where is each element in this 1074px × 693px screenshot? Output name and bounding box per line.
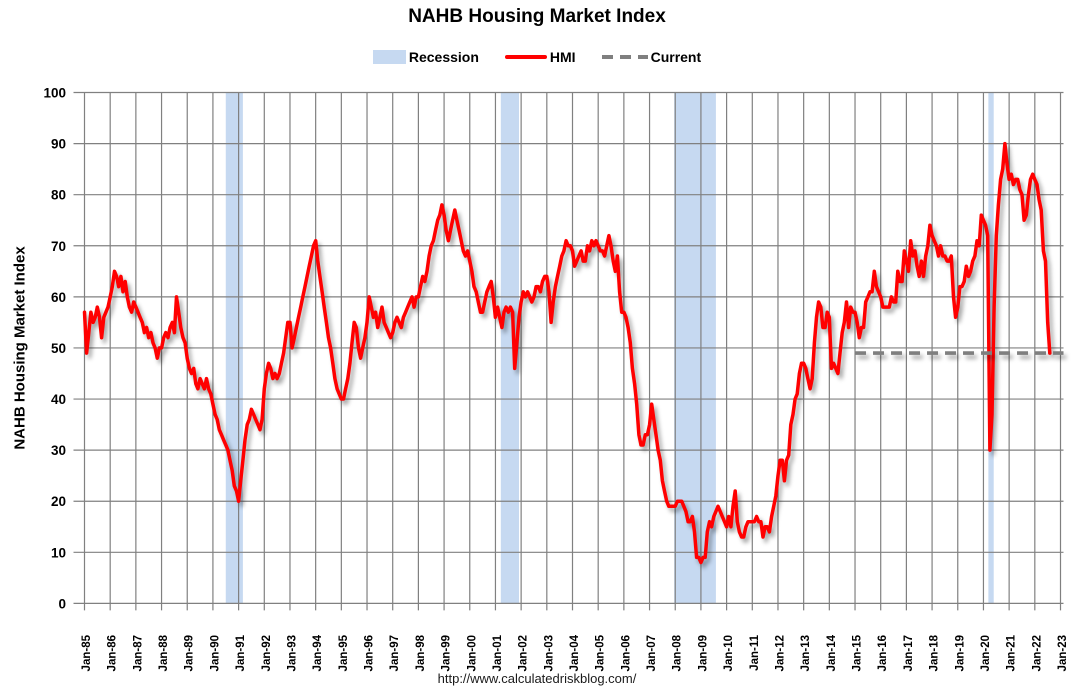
- x-tick-label: Jan-95: [338, 634, 350, 671]
- x-tick-label: Jan-92: [261, 635, 273, 671]
- legend-label-recession: Recession: [408, 49, 479, 65]
- x-tick-label: Jan-89: [184, 635, 196, 671]
- x-tick-label: Jan-09: [697, 635, 709, 671]
- legend: Recession HMI Current: [0, 49, 1074, 65]
- x-tick-label: Jan-01: [492, 634, 504, 671]
- x-tick-label: Jan-13: [800, 635, 812, 671]
- x-tick-label: Jan-18: [929, 634, 941, 671]
- y-tick-label: 20: [51, 494, 66, 509]
- y-tick-label: 70: [51, 239, 66, 254]
- x-tick-label: Jan-21: [1006, 634, 1018, 671]
- x-tick-label: Jan-17: [903, 635, 915, 671]
- recession-swatch: [372, 50, 406, 64]
- x-tick-label: Jan-10: [723, 635, 735, 671]
- x-tick-label: Jan-86: [107, 635, 119, 671]
- y-tick-label: 100: [43, 86, 66, 101]
- y-tick-label: 30: [51, 443, 66, 458]
- x-tick-label: Jan-91: [235, 634, 247, 671]
- chart-title: NAHB Housing Market Index: [408, 6, 666, 27]
- x-tick-label: Jan-12: [774, 635, 786, 671]
- y-tick-label: 60: [51, 290, 66, 305]
- y-tick-label: 10: [51, 545, 66, 560]
- x-tick-label: Jan-88: [158, 634, 170, 671]
- x-tick-label: Jan-02: [518, 635, 530, 671]
- x-tick-label: Jan-11: [749, 634, 761, 670]
- x-tick-label: Jan-16: [877, 635, 889, 671]
- x-tick-label: Jan-85: [81, 634, 93, 671]
- y-tick-label: 90: [51, 137, 66, 152]
- y-tick-label: 0: [58, 596, 66, 611]
- legend-item-recession: Recession: [372, 49, 479, 65]
- source-url: http://www.calculatedriskblog.com/: [437, 671, 637, 686]
- y-tick-label: 50: [51, 341, 66, 356]
- x-tick-label: Jan-97: [389, 635, 401, 671]
- x-tick-label: Jan-14: [826, 634, 838, 671]
- x-tick-label: Jan-23: [1057, 635, 1069, 671]
- x-tick-label: Jan-22: [1031, 635, 1043, 671]
- x-tick-label: Jan-98: [415, 634, 427, 671]
- x-tick-label: Jan-06: [620, 635, 632, 671]
- x-tick-label: Jan-94: [312, 634, 324, 671]
- legend-label-hmi: HMI: [549, 49, 576, 65]
- x-tick-label: Jan-93: [286, 635, 298, 671]
- legend-item-current: Current: [601, 49, 702, 65]
- x-tick-label: Jan-15: [852, 634, 864, 671]
- x-tick-label: Jan-03: [543, 635, 555, 671]
- y-tick-label: 40: [51, 392, 66, 407]
- legend-label-current: Current: [650, 49, 702, 65]
- x-tick-label: Jan-08: [672, 634, 684, 671]
- hmi-line: [82, 141, 1052, 565]
- x-tick-label: Jan-19: [954, 635, 966, 671]
- x-tick-label: Jan-96: [364, 635, 376, 671]
- x-tick-label: Jan-04: [569, 634, 581, 671]
- x-tick-label: Jan-99: [441, 635, 453, 671]
- x-tick-label: Jan-90: [209, 635, 221, 671]
- current-line-swatch: [601, 55, 648, 59]
- x-tick-label: Jan-05: [595, 634, 607, 671]
- x-tick-label: Jan-00: [466, 635, 478, 671]
- x-tick-label: Jan-07: [646, 635, 658, 671]
- x-tick-label: Jan-20: [980, 635, 992, 671]
- legend-item-hmi: HMI: [504, 49, 576, 65]
- y-tick-label: 80: [51, 188, 66, 203]
- hmi-line-swatch: [504, 55, 547, 59]
- x-tick-label: Jan-87: [132, 635, 144, 671]
